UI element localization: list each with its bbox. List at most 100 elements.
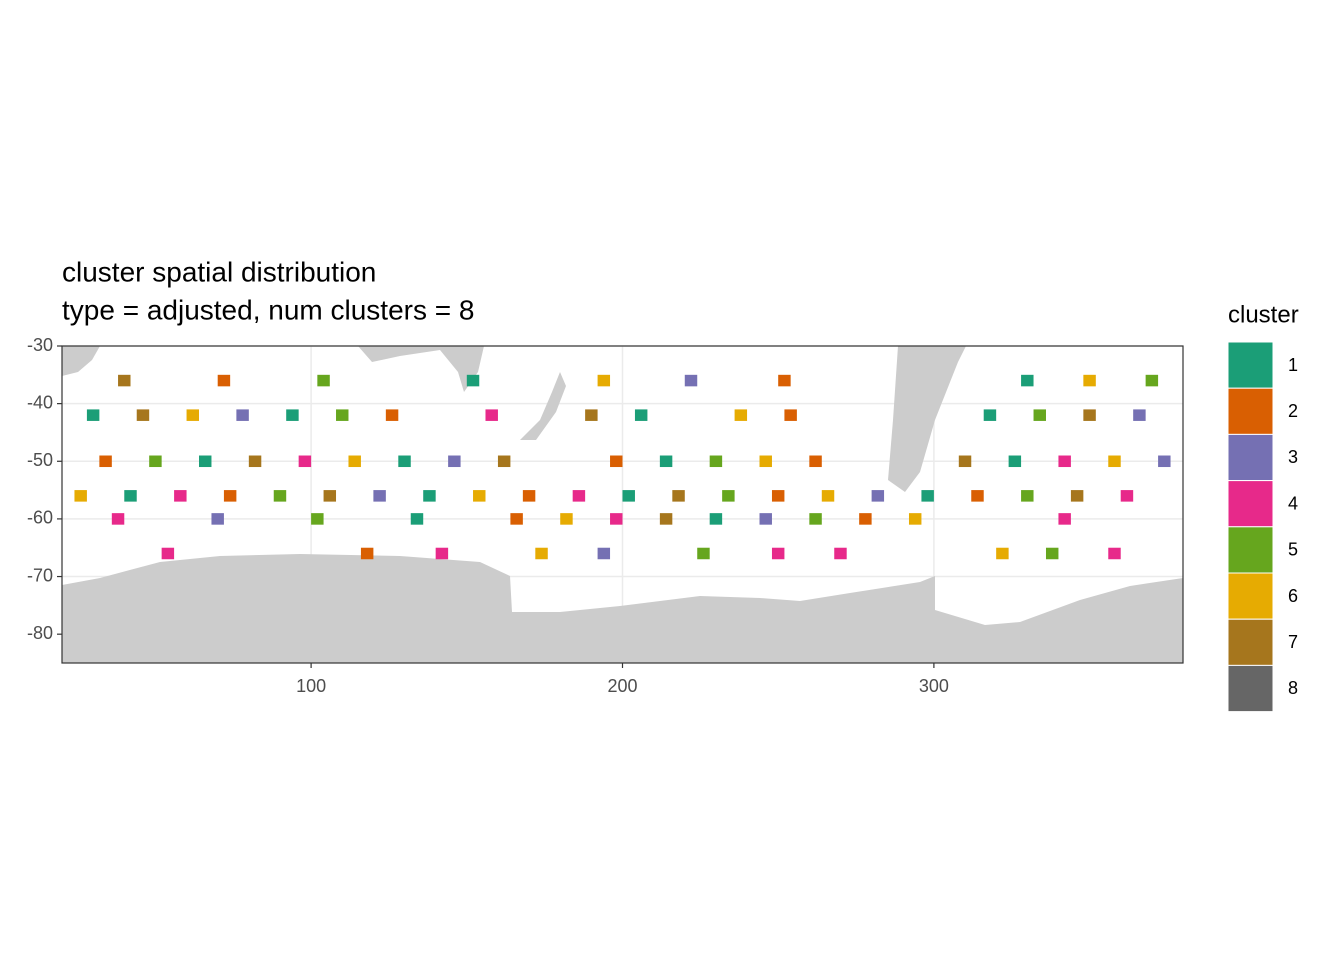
cell [958, 455, 972, 468]
axes: -30 -40 -50 -60 -70 -80 100 200 300 [27, 335, 949, 696]
cell [597, 374, 611, 387]
cell [1158, 455, 1171, 468]
cell [834, 547, 847, 560]
cell [398, 455, 411, 468]
cell [1033, 409, 1046, 421]
cell [634, 409, 648, 421]
land [62, 346, 1183, 663]
cell [809, 455, 822, 468]
legend-label: 7 [1288, 632, 1298, 652]
legend: 1 2 3 4 5 6 7 8 [1227, 341, 1298, 713]
cell [286, 409, 299, 421]
legend-label: 4 [1288, 493, 1298, 513]
cell [1008, 455, 1022, 468]
cell [385, 409, 399, 421]
legend-key [1227, 618, 1274, 666]
cell [560, 513, 573, 525]
cell [448, 455, 461, 468]
legend-key [1227, 341, 1274, 389]
y-tick-label: -50 [27, 450, 53, 470]
cell [1070, 490, 1084, 502]
cell [136, 409, 150, 421]
legend-key [1227, 526, 1274, 574]
cell [610, 513, 623, 525]
cell [74, 490, 87, 502]
cell [859, 513, 872, 525]
cell [360, 547, 374, 560]
cell [323, 490, 337, 502]
cell [298, 455, 312, 468]
legend-label: 3 [1288, 447, 1298, 467]
cell [622, 490, 635, 502]
cell [659, 513, 673, 525]
cell [510, 513, 523, 525]
cell [1058, 455, 1071, 468]
cell [236, 409, 249, 421]
cell [317, 374, 330, 387]
cell [771, 490, 785, 502]
cell [1133, 409, 1146, 421]
y-tick-label: -60 [27, 508, 53, 528]
cell [821, 490, 835, 502]
cell [336, 409, 349, 421]
cell [722, 490, 735, 502]
cell [99, 455, 112, 468]
cell [996, 547, 1009, 560]
legend-key [1227, 664, 1274, 713]
cell [186, 409, 200, 421]
cell [610, 455, 623, 468]
legend-key [1227, 387, 1274, 435]
x-tick-label: 200 [607, 676, 637, 696]
south-america [888, 346, 966, 492]
cell [784, 409, 797, 421]
cell [597, 547, 611, 560]
cell [248, 455, 262, 468]
cells [74, 374, 1171, 560]
australia [358, 346, 484, 392]
cell [199, 455, 212, 468]
cell [572, 490, 586, 502]
chart-subtitle: type = adjusted, num clusters = 8 [62, 294, 474, 325]
x-tick-label: 100 [296, 676, 326, 696]
cell [759, 455, 772, 468]
cell [161, 547, 175, 560]
y-tick-label: -30 [27, 335, 53, 355]
cell [348, 455, 361, 468]
cell [1021, 374, 1034, 387]
cell [1145, 374, 1159, 387]
legend-label: 6 [1288, 586, 1298, 606]
legend-label: 5 [1288, 540, 1298, 560]
cell [697, 547, 710, 560]
cell [778, 374, 791, 387]
cell [659, 455, 673, 468]
cell [118, 374, 131, 387]
cell [1108, 455, 1121, 468]
cell [809, 513, 822, 525]
cell [124, 490, 137, 502]
chart-title: cluster spatial distribution [62, 256, 376, 287]
cell [497, 455, 511, 468]
legend-label: 8 [1288, 678, 1298, 698]
cell [435, 547, 449, 560]
cell [771, 547, 785, 560]
legend-title: cluster [1228, 301, 1299, 328]
cell [423, 490, 436, 502]
cell [871, 490, 885, 502]
cell [217, 374, 231, 387]
antarctica [62, 554, 1183, 663]
cell [86, 409, 100, 421]
africa [62, 346, 100, 376]
x-tick-label: 300 [919, 676, 949, 696]
cell [684, 374, 698, 387]
cell [921, 490, 934, 502]
cell [1021, 490, 1034, 502]
new-zealand [520, 372, 566, 440]
legend-label: 2 [1288, 401, 1298, 421]
y-tick-label: -70 [27, 565, 53, 585]
cell [709, 513, 723, 525]
cell [1108, 547, 1121, 560]
y-tick-label: -40 [27, 392, 53, 412]
cell [672, 490, 685, 502]
y-tick-label: -80 [27, 623, 53, 643]
